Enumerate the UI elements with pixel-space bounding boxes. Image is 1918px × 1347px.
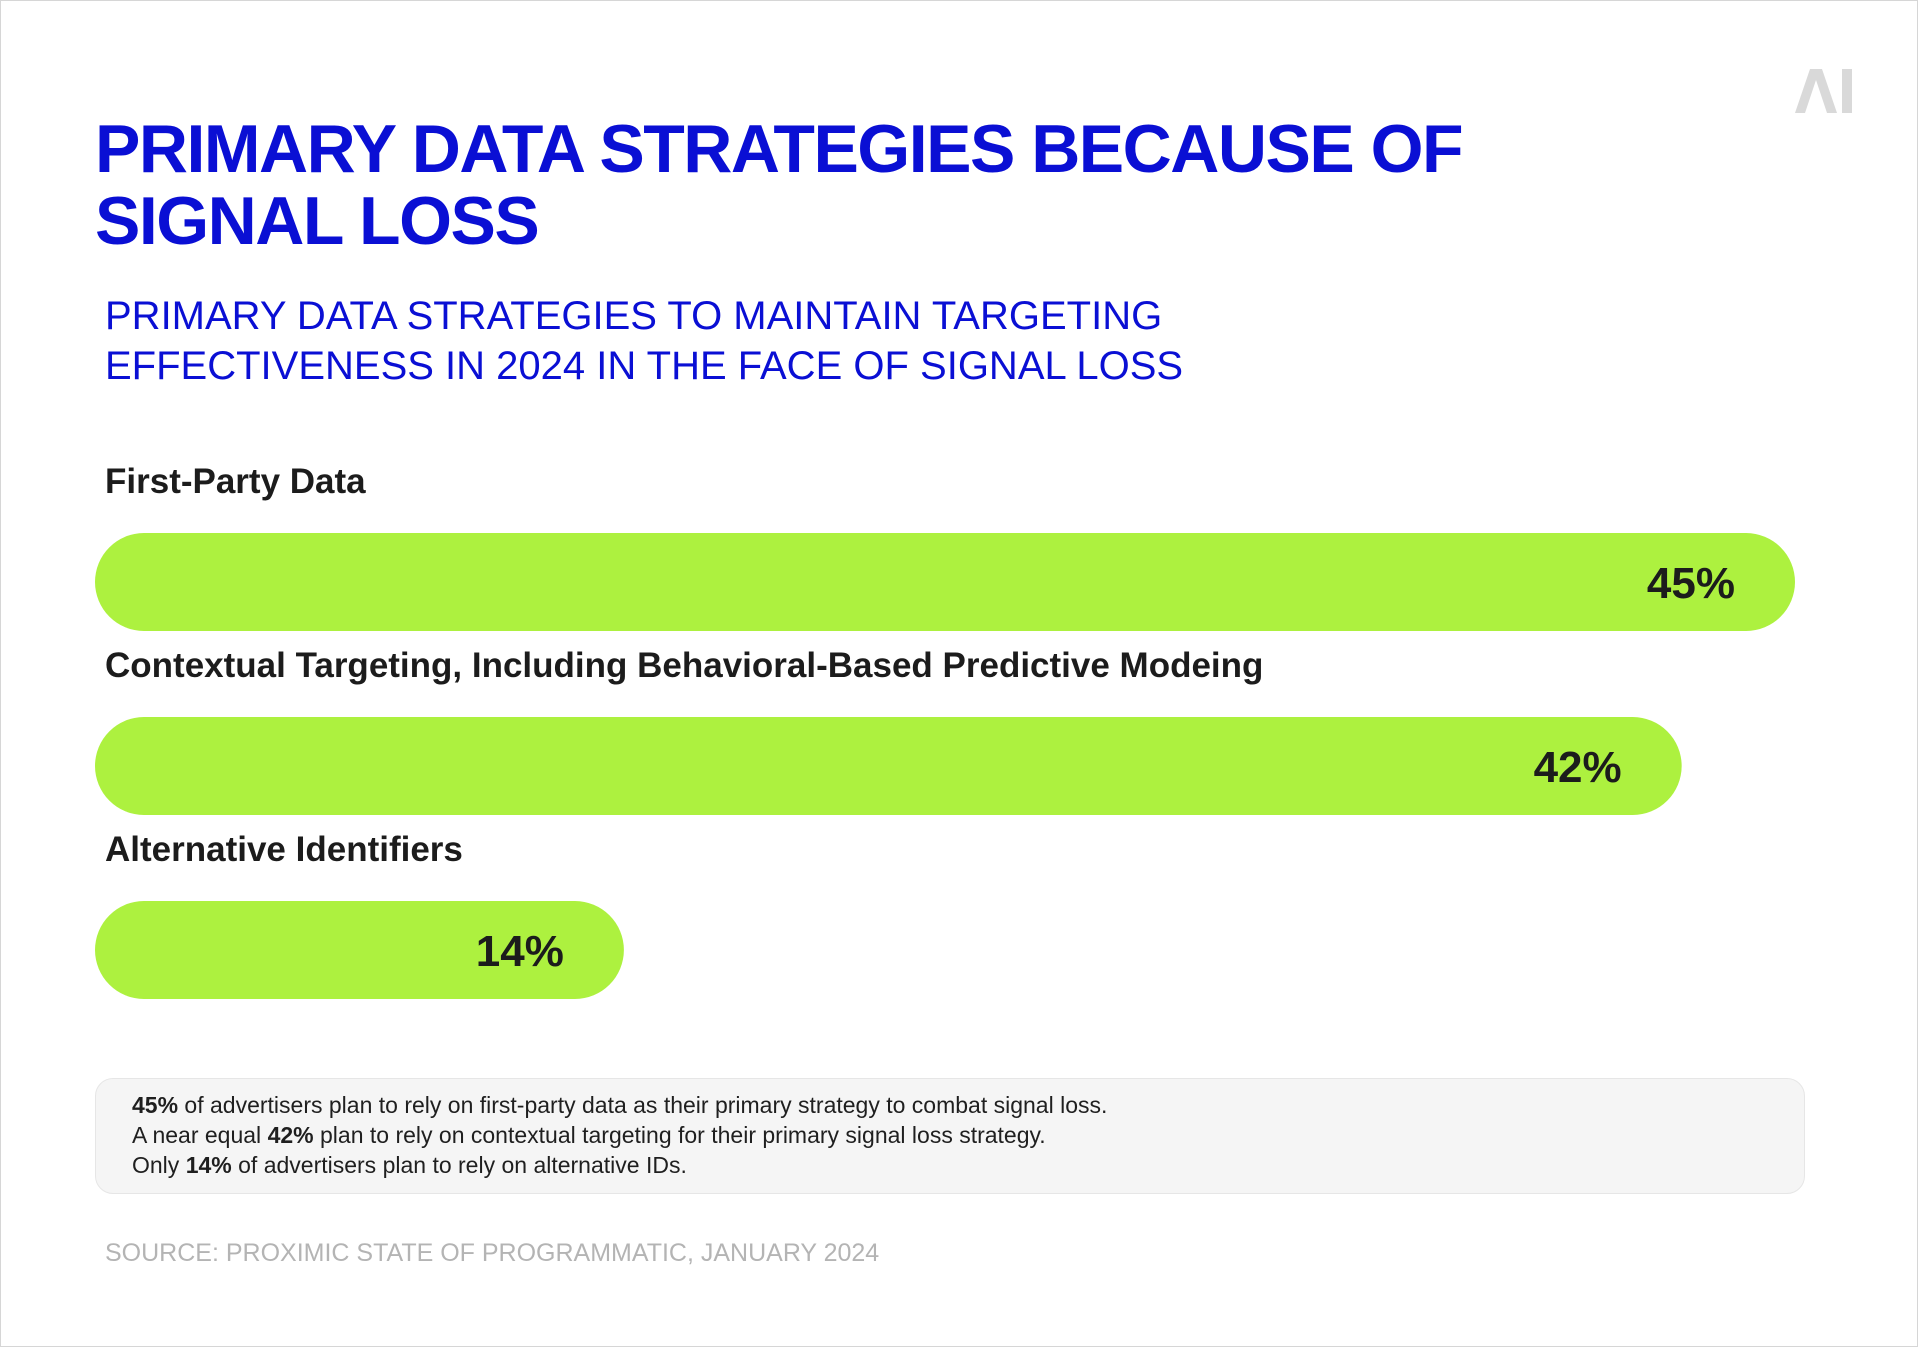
value-label: 42% [1534, 743, 1622, 792]
finding-3: Only 14% of advertisers plan to rely on … [132, 1152, 687, 1178]
bar [95, 717, 1682, 815]
category-label: Alternative Identifiers [105, 830, 463, 869]
ai-logo-icon [1795, 69, 1852, 113]
bar-chart: First-Party Data 45% Contextual Targeting,… [95, 461, 1795, 1021]
bar [95, 533, 1795, 631]
key-findings-box: 45% of advertisers plan to rely on first… [95, 1078, 1805, 1194]
category-label: Contextual Targeting, Including Behavior… [105, 646, 1263, 685]
finding-1: 45% of advertisers plan to rely on first… [132, 1092, 1108, 1118]
chart-subtitle: PRIMARY DATA STRATEGIES TO MAINTAIN TARG… [105, 294, 1184, 388]
finding-2: A near equal 42% plan to rely on context… [132, 1122, 1046, 1148]
value-label: 45% [1647, 559, 1735, 608]
bar-chart-svg: First-Party Data 45% Contextual Targeting,… [95, 462, 1795, 999]
bar [95, 901, 624, 999]
category-label: First-Party Data [105, 462, 366, 501]
page-title: PRIMARY DATA STRATEGIES BECAUSE OF SIGNA… [95, 111, 1464, 259]
value-label: 14% [476, 927, 564, 976]
source-citation: SOURCE: PROXIMIC STATE OF PROGRAMMATIC, … [105, 1239, 880, 1267]
